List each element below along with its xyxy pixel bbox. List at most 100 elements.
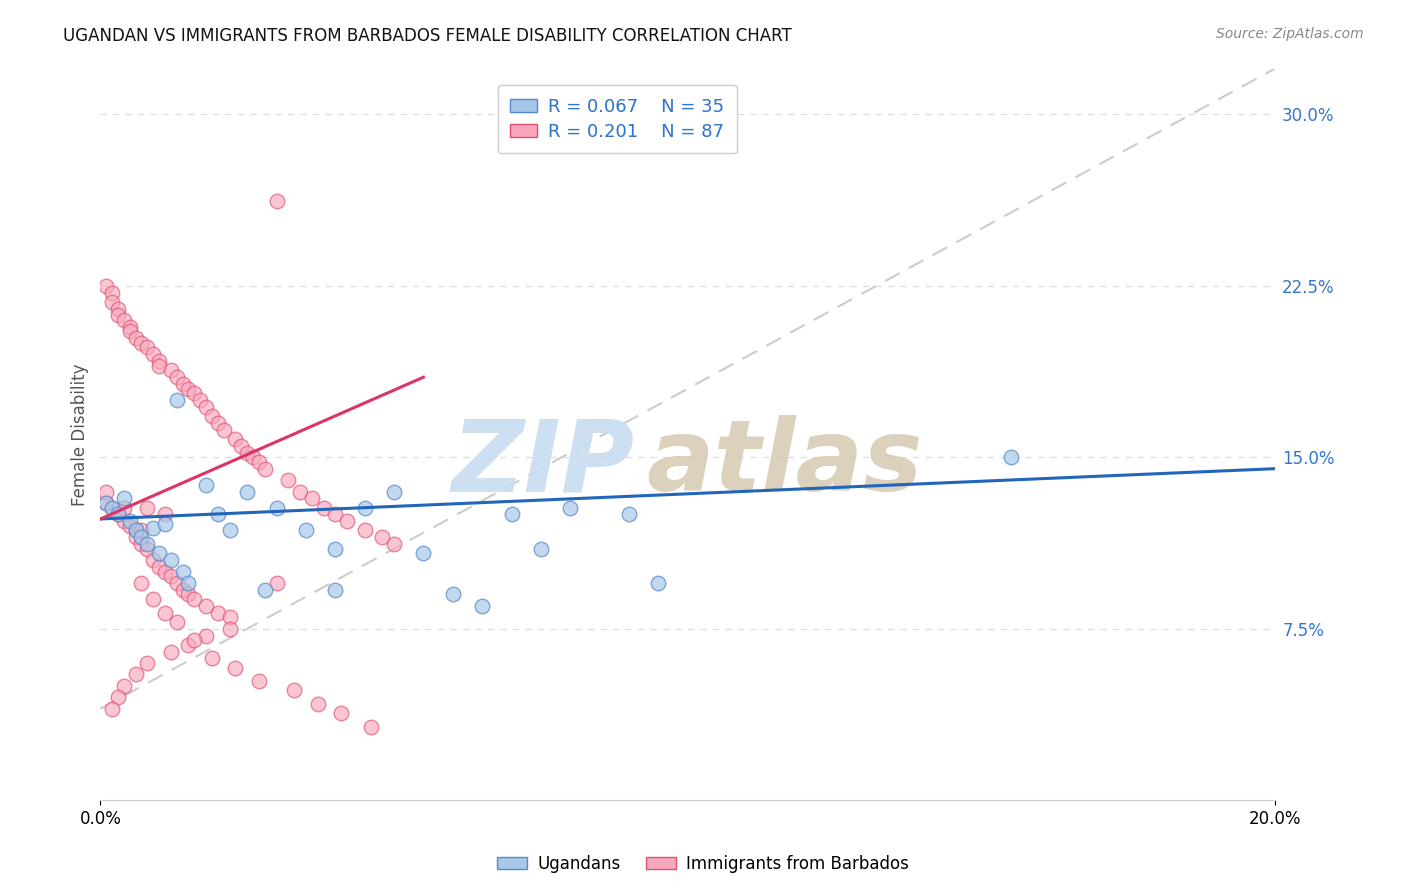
Point <box>242 450 264 465</box>
Point <box>301 491 323 506</box>
Point <box>501 508 523 522</box>
Point <box>224 660 246 674</box>
Point <box>330 706 353 721</box>
Point <box>131 537 153 551</box>
Legend: R = 0.067    N = 35, R = 0.201    N = 87: R = 0.067 N = 35, R = 0.201 N = 87 <box>498 85 737 153</box>
Point <box>218 610 240 624</box>
Point <box>218 524 240 538</box>
Point <box>136 341 159 355</box>
Point <box>195 629 218 643</box>
Point <box>101 702 124 716</box>
Point <box>107 508 129 522</box>
Legend: Ugandans, Immigrants from Barbados: Ugandans, Immigrants from Barbados <box>491 848 915 880</box>
Point <box>231 439 253 453</box>
Point <box>266 194 288 208</box>
Point <box>107 301 129 316</box>
Point <box>160 363 183 377</box>
Point <box>277 473 299 487</box>
Text: atlas: atlas <box>647 415 924 512</box>
Point <box>101 500 124 515</box>
Point <box>183 592 205 607</box>
Point <box>131 576 153 591</box>
Point <box>112 313 135 327</box>
Point <box>107 508 129 522</box>
Point <box>195 477 218 491</box>
Point <box>96 496 118 510</box>
Point <box>148 546 170 560</box>
Point <box>471 599 494 613</box>
Point <box>172 565 194 579</box>
Point <box>617 508 640 522</box>
Point <box>323 541 346 556</box>
Point <box>177 382 200 396</box>
Point <box>160 569 183 583</box>
Point <box>118 514 141 528</box>
Point <box>360 720 382 734</box>
Point <box>253 461 276 475</box>
Point <box>118 319 141 334</box>
Point <box>118 325 141 339</box>
Point <box>136 500 159 515</box>
Point <box>283 683 305 698</box>
Point <box>236 484 259 499</box>
Point <box>172 377 194 392</box>
Point <box>172 582 194 597</box>
Point <box>323 508 346 522</box>
Point <box>441 587 464 601</box>
Point <box>131 335 153 350</box>
Point <box>371 530 394 544</box>
Point <box>195 400 218 414</box>
Text: UGANDAN VS IMMIGRANTS FROM BARBADOS FEMALE DISABILITY CORRELATION CHART: UGANDAN VS IMMIGRANTS FROM BARBADOS FEMA… <box>63 27 792 45</box>
Point <box>160 644 183 658</box>
Point <box>148 560 170 574</box>
Point <box>177 638 200 652</box>
Point <box>253 582 276 597</box>
Point <box>101 294 124 309</box>
Point <box>188 393 211 408</box>
Text: Source: ZipAtlas.com: Source: ZipAtlas.com <box>1216 27 1364 41</box>
Point <box>412 546 434 560</box>
Point <box>382 537 405 551</box>
Point <box>166 393 188 408</box>
Point <box>136 541 159 556</box>
Point <box>124 530 146 544</box>
Point <box>236 445 259 459</box>
Point <box>148 354 170 368</box>
Point <box>183 633 205 648</box>
Point <box>124 524 146 538</box>
Point <box>177 587 200 601</box>
Point <box>382 484 405 499</box>
Point <box>195 599 218 613</box>
Point <box>124 667 146 681</box>
Point <box>247 674 270 689</box>
Point <box>530 541 553 556</box>
Point <box>266 576 288 591</box>
Point <box>153 508 176 522</box>
Point <box>153 565 176 579</box>
Point <box>101 285 124 300</box>
Point <box>247 455 270 469</box>
Point <box>112 500 135 515</box>
Point <box>142 553 165 567</box>
Point <box>218 622 240 636</box>
Point <box>118 518 141 533</box>
Point <box>112 491 135 506</box>
Point <box>201 409 224 423</box>
Point <box>166 370 188 384</box>
Point <box>112 679 135 693</box>
Point <box>142 592 165 607</box>
Point <box>183 386 205 401</box>
Point <box>166 615 188 629</box>
Point <box>647 576 669 591</box>
Point <box>148 359 170 373</box>
Point <box>323 582 346 597</box>
Point <box>295 524 318 538</box>
Point <box>307 697 329 711</box>
Point <box>212 423 235 437</box>
Point <box>107 690 129 705</box>
Point <box>136 656 159 670</box>
Point <box>336 514 359 528</box>
Point <box>353 524 375 538</box>
Point <box>207 508 229 522</box>
Point <box>96 278 118 293</box>
